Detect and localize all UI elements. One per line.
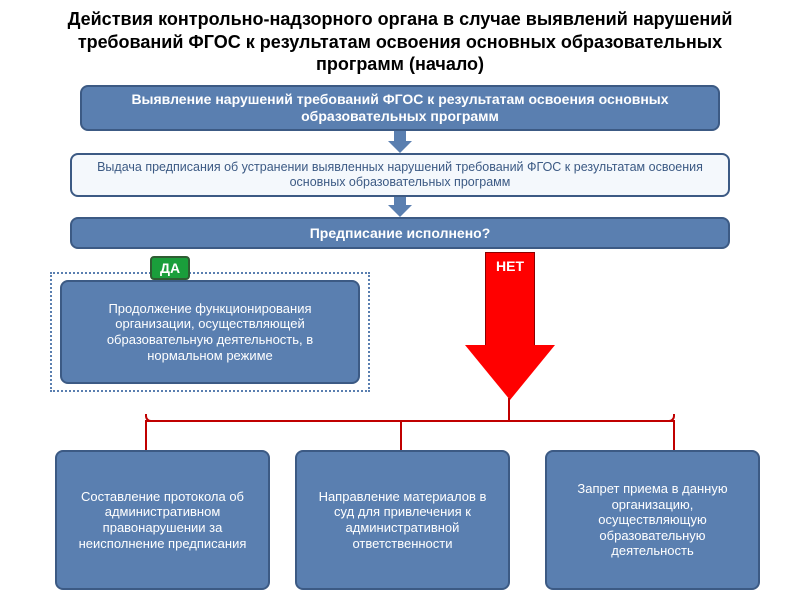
no-outcome-c: Запрет приема в данную организацию, осущ… — [545, 450, 760, 590]
yes-outcome-box: Продолжение функционирования организации… — [60, 280, 360, 384]
no-outcome-a: Составление протокола об административно… — [55, 450, 270, 590]
no-outcome-c-text: Запрет приема в данную организацию, осущ… — [557, 481, 748, 559]
no-arrow: НЕТ — [465, 252, 555, 402]
connector-drop-c — [673, 420, 675, 450]
arrow-2-3 — [388, 197, 412, 217]
connector-drop-a — [145, 420, 147, 450]
yes-badge: ДА — [150, 256, 190, 280]
yes-label: ДА — [160, 260, 180, 276]
decision-text: Предписание исполнено? — [310, 225, 491, 242]
no-label: НЕТ — [465, 258, 555, 274]
no-outcome-b: Направление материалов в суд для привлеч… — [295, 450, 510, 590]
connector-stem — [508, 398, 510, 422]
step-detect-violations: Выявление нарушений требований ФГОС к ре… — [80, 85, 720, 131]
connector-drop-b — [400, 420, 402, 450]
arrow-1-2 — [388, 131, 412, 153]
connector-horizontal — [145, 420, 675, 422]
step-detect-violations-text: Выявление нарушений требований ФГОС к ре… — [92, 91, 708, 125]
step-issue-order: Выдача предписания об устранении выявлен… — [70, 153, 730, 197]
yes-outcome-text: Продолжение функционирования организации… — [72, 301, 348, 363]
decision-order-fulfilled: Предписание исполнено? — [70, 217, 730, 249]
no-outcome-b-text: Направление материалов в суд для привлеч… — [307, 489, 498, 551]
page-title: Действия контрольно-надзорного органа в … — [0, 0, 800, 80]
no-outcome-a-text: Составление протокола об административно… — [67, 489, 258, 551]
step-issue-order-text: Выдача предписания об устранении выявлен… — [82, 160, 718, 190]
